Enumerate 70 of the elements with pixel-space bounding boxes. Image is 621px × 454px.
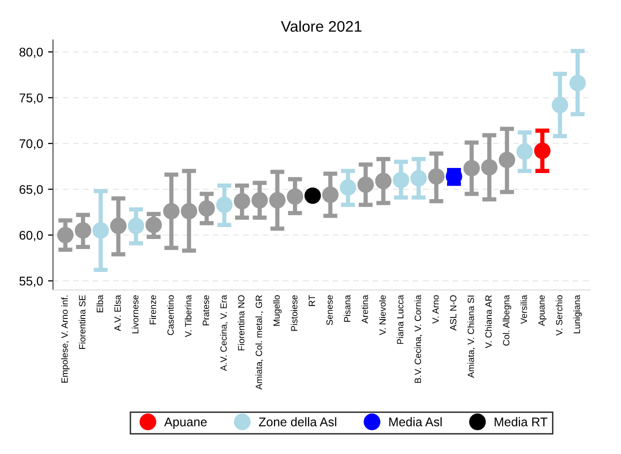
x-tick-label: Lunigiana — [573, 294, 582, 334]
point — [110, 218, 127, 234]
y-tick-label: 55,0 — [19, 276, 43, 287]
x-tick-label: V. Tiberina — [184, 294, 192, 338]
x-tick-label: Pisana — [344, 294, 350, 322]
legend-label: Apuane — [164, 418, 207, 429]
x-tick-label: Senese — [326, 295, 333, 326]
point — [516, 144, 533, 160]
legend-label: Media Asl — [389, 417, 442, 426]
x-tick-label: ASL N-O — [450, 295, 456, 331]
x-tick-label: V. Arno — [432, 295, 439, 324]
point — [357, 176, 374, 193]
x-tick-label: Amiata, Col. metal., GR — [255, 295, 264, 390]
x-tick-label: V. Nievole — [379, 295, 386, 336]
x-tick-label: Amiata, V. Chiana SI — [467, 296, 476, 378]
x-tick-label: RT — [308, 295, 315, 306]
x-tick-label: Piana Lucca — [396, 294, 404, 344]
x-tick-label: Casentino — [167, 295, 174, 336]
x-tick-label: A.V. Elsa — [114, 294, 121, 332]
point — [163, 203, 180, 220]
chart-title: Valore 2021 — [280, 20, 362, 32]
x-tick-label: Aretina — [361, 294, 368, 324]
legend-label: Zone della Asl — [258, 417, 336, 426]
point — [234, 192, 250, 210]
point — [286, 188, 304, 205]
y-tick-label: 75,0 — [20, 93, 43, 104]
x-tick-label: Fiorentina NO — [238, 295, 244, 350]
point — [145, 216, 162, 234]
x-tick-label: Pratese — [202, 295, 210, 326]
point — [498, 152, 516, 168]
x-tick-label: Livornese — [132, 295, 138, 334]
y-tick-label: 60,0 — [20, 230, 43, 242]
point — [304, 187, 321, 204]
point — [92, 222, 109, 239]
x-tick-label: V. Serchio — [556, 295, 562, 336]
point — [251, 192, 268, 208]
point — [410, 170, 427, 186]
point — [57, 226, 74, 244]
x-tick-label: B.V. Cecina, V. Cornia — [414, 294, 422, 383]
y-tick-label: 80,0 — [19, 48, 43, 58]
point — [198, 200, 215, 217]
point — [534, 142, 551, 160]
point — [269, 192, 286, 208]
point — [340, 179, 356, 196]
point — [375, 172, 392, 190]
x-tick-label: Mugello — [273, 295, 282, 326]
point — [180, 203, 198, 220]
x-tick-label: V. Chiana AR — [485, 295, 492, 348]
x-tick-label: Empolese, V. Arno inf. — [61, 296, 70, 383]
x-tick-label: Fiorentina SE — [78, 295, 86, 349]
x-tick-label: A.V. Cecina, V. Era — [220, 294, 228, 371]
point — [128, 218, 144, 234]
x-tick-label: Pistoiese — [290, 295, 298, 331]
point — [74, 222, 92, 239]
point — [428, 168, 445, 185]
point — [216, 196, 233, 214]
point — [569, 74, 586, 92]
x-tick-label: Col. Albegna — [502, 294, 512, 346]
point — [463, 160, 480, 176]
point — [552, 96, 568, 114]
point — [481, 159, 498, 176]
x-tick-label: Firenze — [149, 295, 156, 324]
y-tick-label: 65,0 — [20, 185, 43, 196]
y-tick-label: 70,0 — [20, 139, 43, 150]
point — [322, 186, 339, 203]
x-tick-label: Elba — [96, 294, 104, 312]
x-tick-label: Versilia — [520, 294, 528, 324]
point — [392, 172, 410, 188]
legend-label: Media RT — [494, 417, 548, 426]
x-tick-label: Apuane — [538, 295, 547, 326]
